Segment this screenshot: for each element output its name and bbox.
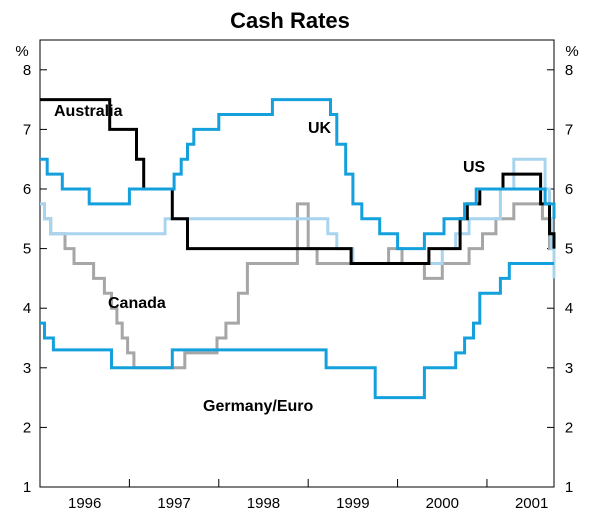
y-tick-label-left: 1 — [23, 479, 31, 496]
series-line-australia — [40, 98, 556, 265]
y-tick-label-left: 4 — [23, 300, 31, 317]
series-line-canada — [40, 202, 556, 370]
y-tick-label-right: 2 — [565, 419, 573, 436]
y-tick-label-left: 2 — [23, 419, 31, 436]
label-germany-euro: Germany/Euro — [203, 398, 313, 415]
y-tick-label-right: 5 — [565, 241, 573, 258]
y-axis-ticks: 1 1 2 2 3 3 4 4 5 5 6 6 7 7 8 8 — [23, 62, 573, 496]
y-tick-label-right: 4 — [565, 300, 573, 317]
series-lines — [40, 98, 556, 400]
y-tick-label-right: 7 — [565, 121, 573, 138]
series-line-uk — [40, 98, 556, 251]
x-axis-ticks: 1996 1997 1998 1999 2000 2001 — [68, 479, 548, 512]
y-tick-label-right: 1 — [565, 479, 573, 496]
x-tick-label: 2001 — [515, 495, 548, 512]
x-tick-label: 1998 — [247, 495, 280, 512]
series-line-germany-euro — [40, 262, 554, 400]
label-canada: Canada — [108, 295, 166, 312]
label-australia: Australia — [54, 103, 123, 120]
x-tick-label: 1996 — [68, 495, 101, 512]
x-tick-label: 2000 — [426, 495, 459, 512]
y-tick-label-left: 5 — [23, 241, 31, 258]
label-us: US — [463, 159, 486, 176]
y-unit-right: % — [565, 43, 578, 60]
y-tick-label-right: 8 — [565, 62, 573, 79]
y-tick-label-left: 6 — [23, 181, 31, 198]
y-tick-label-right: 6 — [565, 181, 573, 198]
y-tick-label-left: 8 — [23, 62, 31, 79]
y-tick-label-left: 3 — [23, 360, 31, 377]
label-uk: UK — [308, 120, 332, 137]
x-tick-label: 1997 — [157, 495, 190, 512]
x-tick-label: 1999 — [336, 495, 369, 512]
y-tick-label-right: 3 — [565, 360, 573, 377]
y-tick-label-left: 7 — [23, 121, 31, 138]
y-unit-left: % — [15, 43, 28, 60]
chart-title: Cash Rates — [230, 8, 350, 33]
